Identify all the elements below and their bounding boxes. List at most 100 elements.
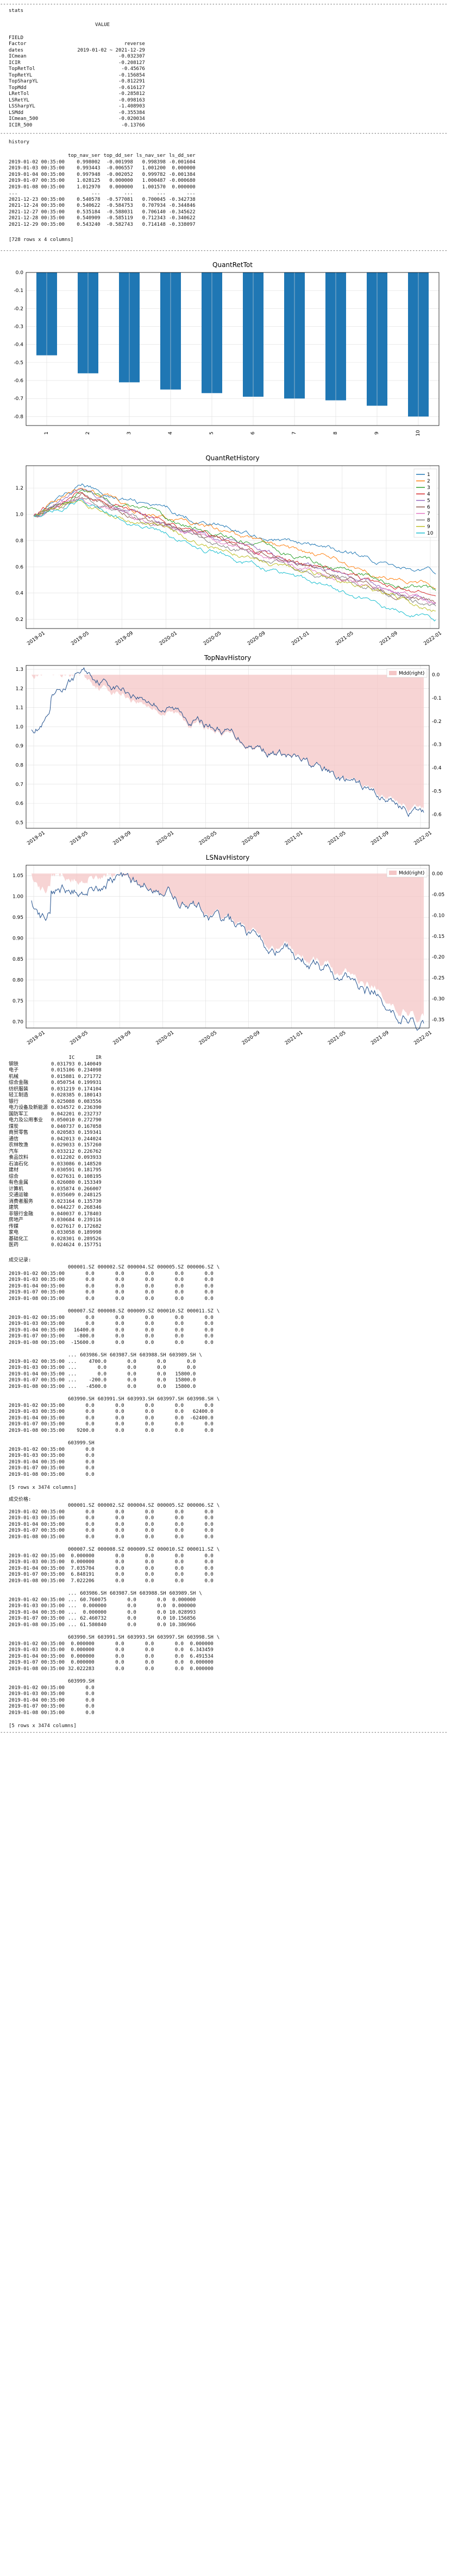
y-tick-label: 0.2: [16, 617, 23, 623]
x-tick-label: 2019-01: [26, 830, 46, 847]
table-row: 2019-01-08 00:35:00 9200.0 0.0 0.0 0.0 0.0: [9, 1428, 223, 1435]
y-tick-label: 0.85: [12, 957, 23, 962]
trade-value: 0.0: [145, 1559, 154, 1565]
trade-block: 603999.SH 2019-01-02 00:35:00 0.0 2019-01-0…: [9, 1441, 98, 1478]
chart-title: LSNavHistory: [206, 854, 249, 861]
industry-name: 综合金融: [9, 1080, 29, 1086]
stats-field: LRetTol: [9, 91, 29, 97]
trade-value: 0.0: [85, 1697, 95, 1703]
x-tick-label: 2021-05: [335, 631, 355, 647]
trade-value: 32.022283: [67, 1666, 95, 1672]
trade-value: [217, 1321, 223, 1328]
trade-value: 0.0: [157, 1378, 166, 1383]
trade-date: 2019-01-03 00:35:00: [9, 1559, 65, 1565]
trade-value: 0.0: [174, 1647, 184, 1653]
ic-value: 0.050754: [51, 1080, 75, 1086]
trade-value: 0.0: [115, 1515, 124, 1521]
trade-value: [217, 1647, 223, 1654]
legend-box: [386, 868, 428, 878]
trade-date: 2019-01-04 00:35:00: [9, 1565, 65, 1571]
trade-value: [217, 1572, 223, 1578]
trade-value: [217, 1315, 223, 1322]
trade-value: 0.0: [174, 1422, 184, 1427]
trade-value: [217, 1566, 223, 1572]
trade-value: 0.0: [145, 1327, 154, 1333]
trade-column-header: 000001.SZ: [67, 1265, 95, 1270]
y2-tick-label: -0.30: [432, 997, 445, 1002]
trade-value: 0.0: [204, 1427, 214, 1433]
y-tick-label: -0.8: [14, 414, 23, 420]
x-tick-label: 2019-05: [69, 1030, 89, 1046]
trade-value: 0.0: [85, 1465, 95, 1471]
table-row: 2019-01-02 00:35:00 0.0 0.0 0.0 0.0 0.0: [9, 1509, 223, 1516]
trade-column-header: \: [216, 1309, 220, 1314]
trade-column-header: \: [199, 1591, 202, 1596]
ic-value: 0.040737: [51, 1124, 75, 1130]
history-column-header: ls_nav_ser: [136, 153, 166, 158]
trade-value: [217, 1528, 223, 1534]
stats-value: reverse: [124, 41, 145, 47]
trade-value: 61.580840: [80, 1622, 106, 1628]
history-value: -0.000680: [168, 178, 196, 183]
trade-value: 0.0: [145, 1666, 154, 1672]
trade-column-header: 603987.SH: [110, 1353, 136, 1358]
table-row: 石油石化 0.033086 0.148520: [9, 1162, 105, 1168]
trade-value: 0.0: [127, 1616, 136, 1621]
x-tick-label: 4: [168, 432, 173, 435]
trade-value: 0.0: [145, 1403, 154, 1408]
trade-column-header: \: [216, 1265, 220, 1270]
trade-value: 0.0: [204, 1578, 214, 1584]
table-header-row: top_nav_ser top_dd_ser ls_nav_ser ls_dd_ser: [9, 153, 199, 160]
history-value: 0.000000: [109, 184, 133, 190]
history-value: 0.993443: [77, 166, 101, 171]
trade-date: 2019-01-03 00:35:00: [9, 1321, 65, 1327]
trade-date: 2019-01-07 00:35:00: [9, 1422, 65, 1427]
trade-value: ...: [67, 1603, 77, 1609]
table-row: ICmean_500 -0.020034: [9, 116, 148, 123]
trade-value: 0.0: [145, 1653, 154, 1659]
table-row: 2019-01-03 00:35:00 0.0 0.0 0.0 0.0 62400.0: [9, 1409, 223, 1416]
trade-value: 0.0: [204, 1559, 214, 1565]
stats-value: -0.45676: [121, 66, 145, 72]
trade-value: 0.000000: [172, 1603, 196, 1609]
table-row: 2019-01-02 00:35:00... 60.760075 0.0 0.0 0.0…: [9, 1597, 205, 1604]
trade-column-header: ...: [67, 1353, 77, 1358]
trade-index-header: [9, 1353, 68, 1359]
trade-date: 2019-01-03 00:35:00: [9, 1365, 65, 1371]
trade-value: 0.0: [174, 1283, 184, 1289]
trade-block: 000007.SZ 000008.SZ 000009.SZ 000010.SZ 0000…: [9, 1309, 223, 1346]
trade-date: 2019-01-03 00:35:00: [9, 1515, 65, 1521]
trade-value: 0.0: [85, 1509, 95, 1515]
trade-value: 0.0: [145, 1572, 154, 1577]
trade-date: 2019-01-02 00:35:00: [9, 1597, 65, 1603]
trade-value: [217, 1522, 223, 1528]
trade-value: 0.0: [145, 1422, 154, 1427]
trade-date: 2019-01-02 00:35:00: [9, 1553, 65, 1559]
stats-value: -0.355384: [118, 110, 145, 116]
history-value: 1.000487: [142, 178, 166, 183]
history-value: -0.582743: [106, 221, 133, 227]
trade-value: [217, 1271, 223, 1278]
trade-column-header: 000008.SZ: [97, 1309, 124, 1314]
nav-line: [31, 667, 424, 817]
ic-value: 0.035874: [51, 1186, 75, 1192]
trade-column-header: 603998.SH: [187, 1397, 214, 1402]
legend-label: 3: [427, 485, 430, 491]
x-tick-label: 2021-01: [291, 631, 311, 647]
trade-date: 2019-01-02 00:35:00: [9, 1446, 65, 1452]
trade-column-header: 603997.SH: [157, 1397, 184, 1402]
trade-column-header: 000010.SZ: [157, 1309, 184, 1314]
trade-index-header: [9, 1679, 68, 1685]
y-tick-label: 0.0: [16, 270, 24, 276]
table-row: 国防军工 0.042201 0.232737: [9, 1112, 105, 1118]
history-value: -0.342738: [168, 196, 196, 202]
table-header-row: 000001.SZ 000002.SZ 000004.SZ 000005.SZ 0000…: [9, 1265, 223, 1271]
table-row: 2019-01-02 00:35:00 0.0 0.0 0.0 0.0 0.0: [9, 1271, 223, 1278]
trade-value: [217, 1553, 223, 1560]
trade-value: [217, 1296, 223, 1303]
trade-value: 0.0: [85, 1691, 95, 1697]
table-row: 传媒 0.027617 0.172682: [9, 1224, 105, 1230]
trade-value: ...: [67, 1622, 77, 1628]
industry-name: 医药: [9, 1242, 19, 1248]
trade-date: 2019-01-03 00:35:00: [9, 1453, 65, 1458]
